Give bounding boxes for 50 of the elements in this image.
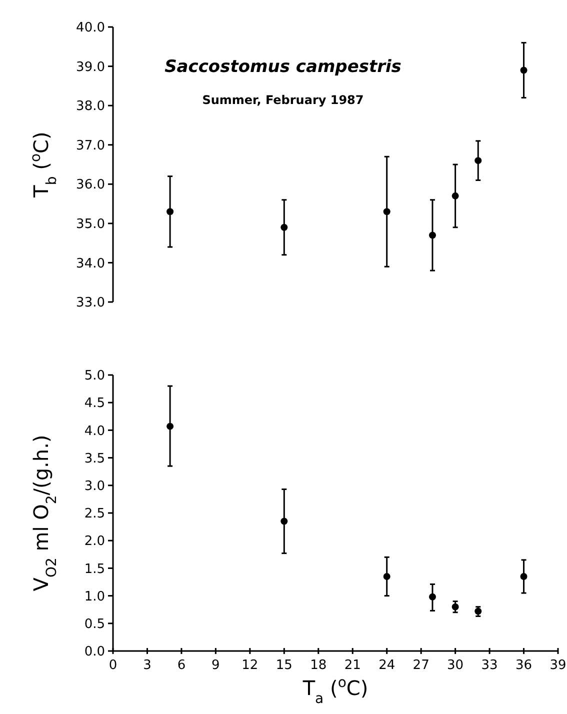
y-tick-label: 39.0 [76,60,105,75]
y-tick-label: 34.0 [76,256,105,272]
x-tick-label: 9 [212,658,220,673]
x-tick-label: 21 [344,658,361,673]
point [428,232,436,239]
point [452,603,459,610]
x-tick-label: 18 [310,658,327,673]
point [520,66,528,74]
point [474,608,482,615]
y-tick-label: 3.0 [84,478,105,494]
x-tick-label: 39 [550,658,566,673]
x-tick-label: 36 [515,658,532,673]
y-tick-label: 36.0 [76,178,105,193]
y-tick-label: 1.5 [84,562,105,577]
point [383,208,390,216]
x-tick-label: 6 [177,658,186,673]
y-tick-label: 35.0 [76,216,105,232]
point [474,157,482,164]
point [428,593,436,600]
x-tick-label: 33 [481,658,498,673]
x-tick-label: 0 [108,658,118,673]
y-tick-label: 0.0 [84,644,105,660]
y-tick-label: 40.0 [76,20,105,36]
point [280,224,288,231]
y-tick-label: 0.5 [84,616,105,632]
y-tick-label: 5.0 [84,368,105,384]
text: Saccostomus campestris [164,57,402,77]
x-tick-label: 12 [242,658,258,673]
text: Summer, February 1987 [202,93,364,107]
point [520,572,528,580]
y-tick-label: 2.0 [84,534,105,550]
point [280,518,288,525]
y-tick-label: 37.0 [76,138,105,154]
x-axis-title: T$_{a}$ ($^{o}$C) [302,675,368,707]
x-tick-label: 27 [412,658,430,673]
y-tick-label: 1.0 [84,589,105,604]
x-tick-label: 24 [378,658,396,673]
x-tick-label: 30 [447,658,464,673]
y-tick-label: 33.0 [76,296,105,311]
y-tick-label: 4.5 [84,396,105,412]
point [383,572,390,580]
point [166,422,174,430]
point [166,208,174,216]
y-tick-label: 3.5 [84,451,105,466]
x-tick-label: 3 [143,658,152,673]
y-tick-label: 38.0 [76,99,105,114]
point [452,192,459,200]
y-tick-label: 4.0 [84,424,105,439]
y-tick-label: 2.5 [84,506,105,522]
x-tick-label: 15 [276,658,292,673]
